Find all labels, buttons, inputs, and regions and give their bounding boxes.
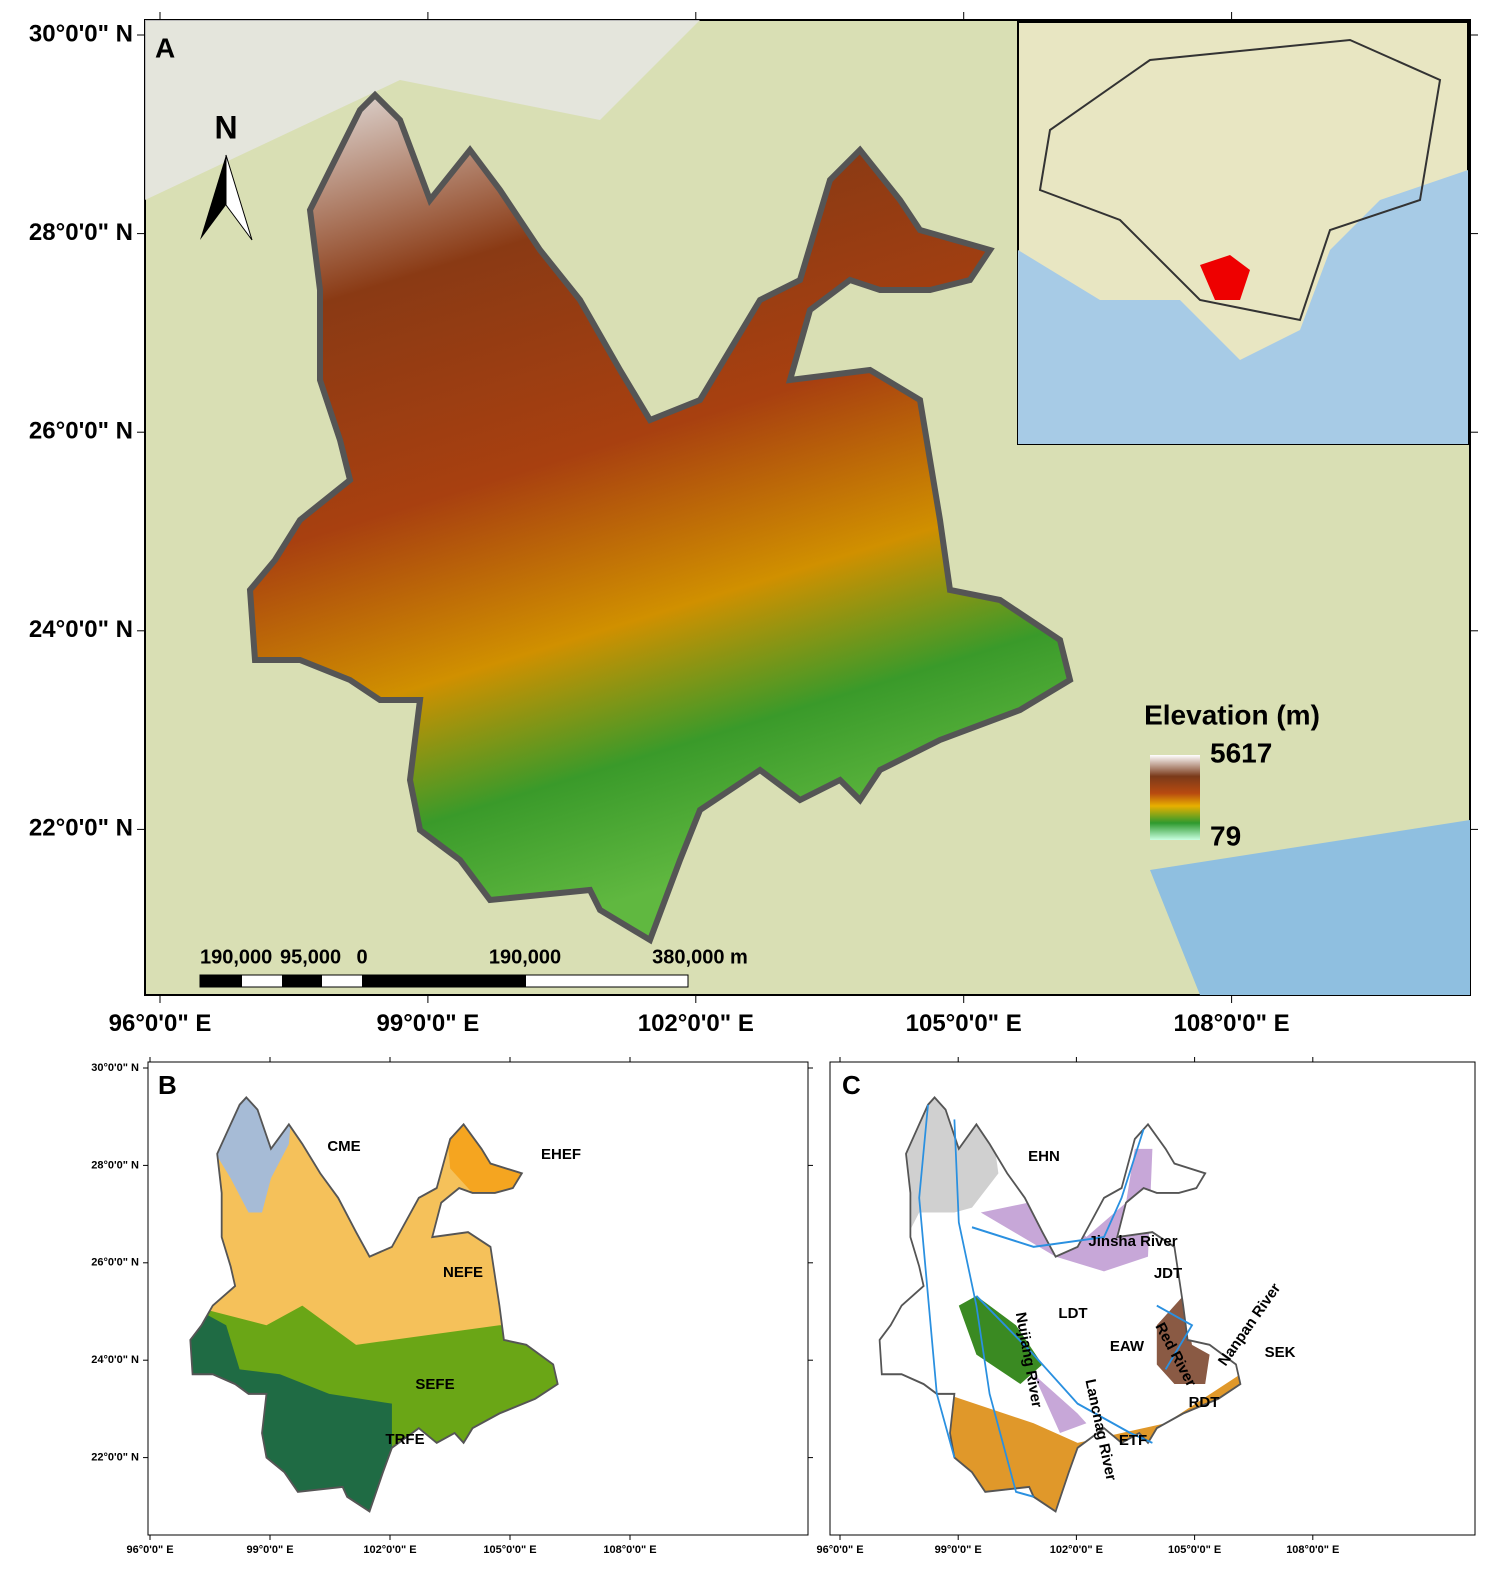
lon-label: 102°0'0" E <box>363 1544 416 1556</box>
legend-ramp <box>1150 755 1200 840</box>
scale-label: 95,000 <box>280 946 341 968</box>
lon-label: 96°0'0" E <box>109 1010 212 1037</box>
region-label: JDT <box>1154 1265 1182 1282</box>
legend-title: Elevation (m) <box>1144 699 1320 730</box>
lon-label: 105°0'0" E <box>1168 1544 1221 1556</box>
lon-label: 99°0'0" E <box>377 1010 480 1037</box>
lat-label: 26°0'0" N <box>29 418 133 445</box>
region-label: EAW <box>1110 1338 1145 1355</box>
lon-label: 99°0'0" E <box>246 1544 293 1556</box>
lat-label: 30°0'0" N <box>29 20 133 47</box>
lon-label: 96°0'0" E <box>816 1544 863 1556</box>
region-label: SEK <box>1265 1344 1296 1361</box>
scale-bar <box>199 974 689 988</box>
lat-label: 30°0'0" N <box>91 1062 139 1074</box>
region-label: TRFE <box>385 1431 424 1448</box>
rivers <box>918 1104 1194 1498</box>
lon-label: 105°0'0" E <box>483 1544 536 1556</box>
region-label: NEFE <box>443 1264 483 1281</box>
lat-label: 26°0'0" N <box>91 1257 139 1269</box>
scale-label: 190,000 <box>200 946 272 968</box>
lat-label: 28°0'0" N <box>29 219 133 246</box>
region-label: EHEF <box>541 1146 581 1163</box>
terrain <box>145 20 700 200</box>
lon-label: 96°0'0" E <box>126 1544 173 1556</box>
lon-label: 108°0'0" E <box>1174 1010 1290 1037</box>
region-label: SEFE <box>415 1376 454 1393</box>
region-label: EHN <box>1028 1148 1060 1165</box>
north-label: N <box>214 109 237 145</box>
legend-max: 5617 <box>1210 737 1272 768</box>
panel-label: C <box>842 1070 861 1100</box>
region-label: LDT <box>1058 1305 1087 1322</box>
panel-label: B <box>158 1070 177 1100</box>
lat-label: 24°0'0" N <box>91 1354 139 1366</box>
lat-label: 22°0'0" N <box>91 1452 139 1464</box>
lat-label: 22°0'0" N <box>29 815 133 842</box>
lon-label: 108°0'0" E <box>603 1544 656 1556</box>
lon-label: 99°0'0" E <box>935 1544 982 1556</box>
scale-label: 190,000 <box>489 946 561 968</box>
scale-label: 380,000 m <box>652 946 748 968</box>
lon-label: 102°0'0" E <box>1050 1544 1103 1556</box>
lon-label: 105°0'0" E <box>906 1010 1022 1037</box>
river-label: Jinsha River <box>1088 1233 1177 1250</box>
inset-yunnan <box>1200 255 1250 300</box>
north-arrow <box>225 154 253 241</box>
region-label: ETF <box>1119 1432 1147 1449</box>
region-label: CME <box>327 1138 360 1155</box>
scale-label: 0 <box>356 946 367 968</box>
panel-c: C EHN JDT LDT EAW SEK RDT ETF Jinsha Riv… <box>829 1061 1476 1536</box>
panel-label: A <box>155 32 175 63</box>
panel-b: B CME EHEF NEFE SEFE TRFE <box>147 1061 809 1536</box>
sea <box>1150 820 1470 995</box>
lon-label: 102°0'0" E <box>638 1010 754 1037</box>
region-label: RDT <box>1189 1394 1220 1411</box>
panel-a: A N 190,000 95,000 0 190,000 380,000 m E… <box>144 19 1471 996</box>
lat-label: 24°0'0" N <box>29 616 133 643</box>
lat-label: 28°0'0" N <box>91 1159 139 1171</box>
inset-sea <box>1018 170 1468 444</box>
legend-min: 79 <box>1210 820 1241 851</box>
north-arrow <box>200 155 226 240</box>
inset-border <box>1038 38 1442 322</box>
lon-label: 108°0'0" E <box>1286 1544 1339 1556</box>
